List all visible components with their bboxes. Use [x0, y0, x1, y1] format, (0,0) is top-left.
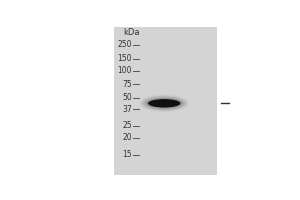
Text: kDa: kDa — [123, 28, 140, 37]
Text: 100: 100 — [117, 66, 132, 75]
Text: 250: 250 — [117, 40, 132, 49]
Ellipse shape — [146, 98, 183, 109]
Text: 20: 20 — [122, 133, 132, 142]
Ellipse shape — [148, 99, 181, 108]
Text: 15: 15 — [122, 150, 132, 159]
Bar — [114, 27, 217, 175]
Ellipse shape — [143, 97, 185, 110]
Text: 37: 37 — [122, 105, 132, 114]
Text: 150: 150 — [117, 54, 132, 63]
Text: 50: 50 — [122, 93, 132, 102]
Text: 75: 75 — [122, 80, 132, 89]
Ellipse shape — [142, 96, 187, 111]
Text: 25: 25 — [122, 121, 132, 130]
